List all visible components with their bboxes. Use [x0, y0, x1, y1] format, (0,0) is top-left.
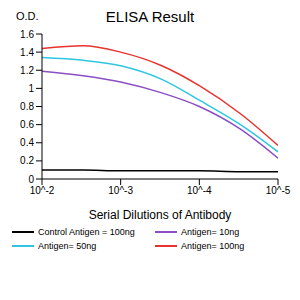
- svg-text:10^-5: 10^-5: [266, 185, 291, 196]
- html-text:Antigen= 10ng: Antigen= 10ng: [181, 227, 240, 237]
- html-text:Control Antigen = 100ng: Control Antigen = 100ng: [38, 227, 135, 237]
- svg-text:0: 0: [28, 174, 34, 185]
- svg-text:1: 1: [28, 83, 34, 94]
- html-text:O.D.: O.D.: [16, 10, 39, 22]
- svg-text:Serial Dilutions of Antibody: Serial Dilutions of Antibody: [89, 208, 232, 222]
- svg-text:0.8: 0.8: [20, 101, 34, 112]
- html-text:Antigen= 50ng: Antigen= 50ng: [38, 241, 97, 251]
- svg-text:1.2: 1.2: [20, 65, 34, 76]
- svg-text:10^-3: 10^-3: [108, 185, 133, 196]
- svg-text:10^-2: 10^-2: [30, 185, 55, 196]
- html-text:Antigen= 100ng: Antigen= 100ng: [181, 241, 245, 251]
- html-text:ELISA Result: ELISA Result: [105, 8, 195, 25]
- svg-text:0.4: 0.4: [20, 137, 34, 148]
- svg-text:1.4: 1.4: [20, 47, 34, 58]
- svg-text:1.6: 1.6: [20, 29, 34, 40]
- svg-text:0.6: 0.6: [20, 119, 34, 130]
- svg-text:10^-4: 10^-4: [187, 185, 212, 196]
- svg-text:0.2: 0.2: [20, 155, 34, 166]
